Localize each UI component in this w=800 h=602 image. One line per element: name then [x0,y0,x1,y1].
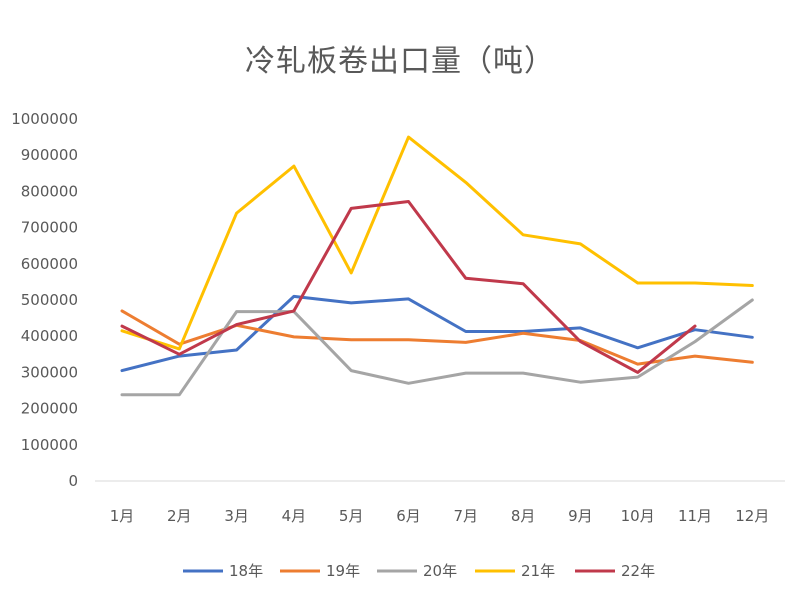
x-tick-label: 6月 [396,507,421,525]
x-tick-label: 10月 [621,507,655,525]
x-tick-label: 1月 [110,507,135,525]
chart-title: 冷轧板卷出口量（吨） [245,44,555,79]
y-tick-label: 100000 [21,436,78,454]
series-line-4 [120,135,754,351]
x-tick-label: 12月 [735,507,769,525]
x-tick-label: 11月 [678,507,712,525]
legend-label: 19年 [326,562,360,580]
x-tick-label: 4月 [282,507,307,525]
x-tick-label: 3月 [224,507,249,525]
legend-label: 20年 [423,562,457,580]
y-tick-label: 500000 [21,291,78,309]
x-tick-label: 5月 [339,507,364,525]
legend-label: 21年 [521,562,555,580]
legend-label: 22年 [621,562,655,580]
x-tick-label: 2月 [167,507,192,525]
y-tick-label: 1000000 [11,110,78,128]
series-line-5 [120,200,697,374]
y-tick-label: 400000 [21,327,78,345]
x-tick-label: 7月 [454,507,479,525]
y-tick-label: 700000 [21,219,78,237]
y-tick-label: 800000 [21,182,78,200]
series-line-3 [120,298,754,397]
y-tick-label: 900000 [21,146,78,164]
y-tick-label: 600000 [21,255,78,273]
x-tick-label: 9月 [568,507,593,525]
y-tick-label: 200000 [21,400,78,418]
y-tick-label: 0 [68,472,78,490]
y-tick-label: 300000 [21,363,78,381]
series-line-1 [120,294,754,373]
x-tick-label: 8月 [511,507,536,525]
legend-label: 18年 [229,562,263,580]
